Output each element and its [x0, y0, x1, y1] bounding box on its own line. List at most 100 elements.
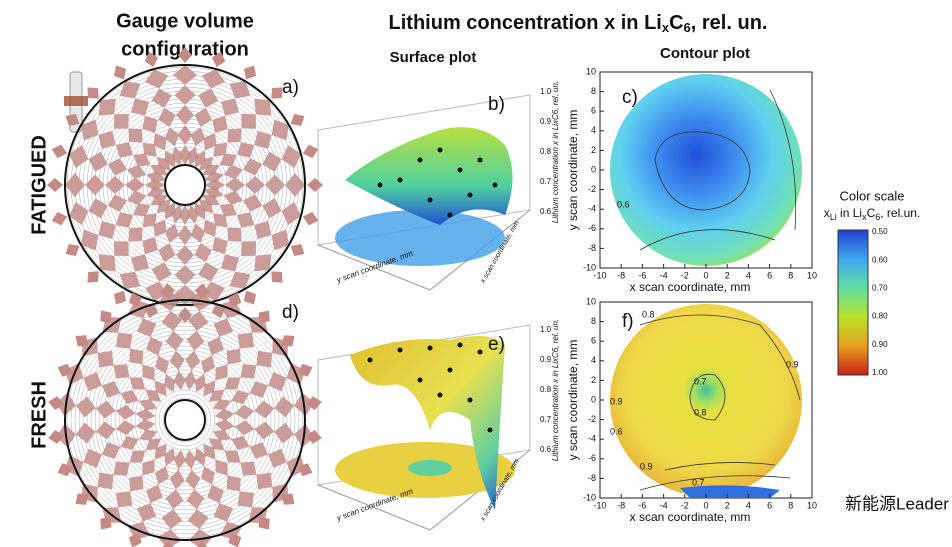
gauge-diamond [237, 332, 255, 349]
gauge-ring [66, 301, 304, 539]
contour-region [680, 485, 780, 498]
surface-dot [487, 427, 493, 433]
gauge-diamond [231, 436, 250, 450]
gauge-diamond [224, 450, 241, 463]
gauge-diamond [145, 438, 162, 451]
x-tick-label: 8 [788, 500, 793, 510]
y-axis-label: y scan coordinate, mm [566, 110, 580, 231]
z-tick-label: 0.7 [540, 177, 552, 186]
row-label: FRESH [28, 381, 50, 449]
gauge-diamond [214, 408, 235, 421]
gauge-ring [94, 329, 276, 511]
gauge-ring [130, 130, 240, 240]
z-tick-label: 0.8 [540, 385, 552, 394]
gauge-core [164, 399, 206, 441]
gauge-diamond [129, 348, 144, 365]
gauge-diamond [75, 493, 89, 505]
surface-dot [437, 147, 443, 153]
gauge-ring [146, 381, 224, 459]
x-tick-label: -6 [638, 270, 646, 280]
x-tick-label: -4 [660, 500, 668, 510]
gauge-diamond [297, 363, 313, 377]
gauge-ring [118, 118, 252, 252]
surface-dot [447, 367, 453, 373]
z-axis-label: Lithium concentration x in LixC6, rel. u… [551, 81, 560, 223]
surface-dot [417, 157, 423, 163]
gauge-ring [66, 66, 304, 304]
panel-label: a) [282, 77, 299, 98]
x-axis-label: x scan coordinate, mm [630, 280, 751, 294]
x-tick-label: 10 [807, 500, 817, 510]
gauge-core [164, 164, 206, 206]
z-tick-label: 0.7 [540, 415, 552, 424]
contour-map [610, 74, 802, 266]
gauge-diamond [281, 335, 295, 347]
surface-dot [492, 182, 498, 188]
contour-label: 0.9 [786, 359, 799, 369]
gauge-diamond [161, 283, 175, 300]
gauge-ring [90, 325, 280, 515]
x-tick-label: -10 [593, 500, 606, 510]
x-tick-label: 0 [703, 270, 708, 280]
gauge-diamond [138, 429, 158, 441]
gauge-ring [142, 142, 228, 228]
gauge-ring [78, 313, 292, 527]
cs-part: x [824, 206, 830, 220]
z-tick-label: 0.6 [540, 207, 552, 216]
gauge-diamond [281, 493, 295, 505]
gauge-diamond [254, 400, 275, 419]
y-tick-label: 10 [586, 66, 596, 76]
gauge-diamond [162, 540, 174, 547]
gauge-diamond [307, 178, 323, 192]
gauge-diamond [184, 449, 197, 470]
gauge-ring [114, 349, 256, 491]
gauge-diamond [203, 443, 216, 460]
gauge-diamond [234, 404, 255, 420]
gauge-diamond [47, 178, 63, 192]
x-tick-label: 6 [767, 500, 772, 510]
gauge-diamond [113, 364, 130, 379]
gauge-ring [86, 321, 284, 519]
x-tick-label: -10 [593, 270, 606, 280]
y-tick-label: -10 [583, 492, 596, 502]
x-tick-label: 2 [725, 500, 730, 510]
gauge-diamond [302, 211, 319, 226]
surface-dot [457, 342, 463, 348]
gauge-diamond [185, 350, 201, 371]
gauge-diamond [194, 447, 206, 467]
y-tick-label: 8 [591, 86, 596, 96]
gauge-diamond [161, 509, 183, 530]
gauge-ring [150, 385, 220, 455]
gauge-diamond [173, 449, 186, 470]
gauge-diamond [240, 364, 257, 379]
gauge-diamond [87, 271, 99, 283]
gauge-diamond [142, 364, 155, 381]
gauge-diamond [258, 310, 270, 324]
y-tick-label: 8 [591, 316, 596, 326]
gauge-ring [134, 369, 236, 471]
gauge-diamond [195, 283, 209, 300]
gauge-diamond [165, 489, 184, 510]
gauge-diamond [129, 475, 144, 492]
gauge-diamond [243, 65, 257, 80]
color-tick-label: 0.70 [872, 284, 888, 293]
gauge-ring [162, 397, 208, 443]
gauge-diamond [274, 396, 295, 418]
surface-dot [457, 167, 463, 173]
z-tick-label: 0.6 [540, 445, 552, 454]
contour-line [639, 475, 791, 491]
gauge-diamond [120, 436, 139, 450]
surface-projection [408, 460, 452, 476]
cs-sub: Li [830, 212, 837, 222]
surface-dot [477, 157, 483, 163]
gauge-ring [118, 353, 252, 487]
surface-dot [477, 349, 483, 355]
gauge-diamond [274, 422, 295, 444]
contour-label: 0.9 [610, 396, 623, 406]
x-tick-label: -4 [660, 270, 668, 280]
cs-sub: x [862, 212, 867, 222]
gauge-diamond [97, 472, 114, 490]
surface-dot [417, 377, 423, 383]
cs-part: in Li [837, 206, 862, 220]
